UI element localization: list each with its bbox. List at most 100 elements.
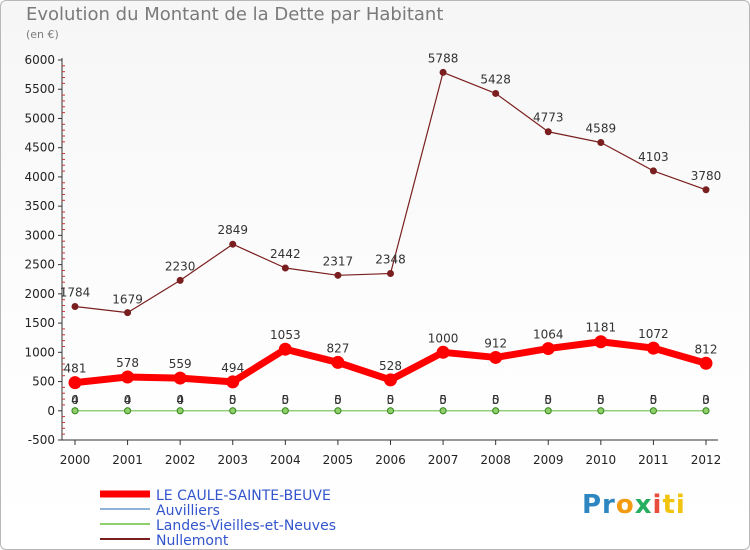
data-label: 0 (282, 393, 290, 407)
data-point (121, 370, 135, 384)
y-tick-label: -500 (28, 433, 55, 447)
data-label: 4773 (533, 111, 564, 125)
data-label: 5 (597, 393, 605, 407)
data-point (68, 376, 82, 390)
data-label: 0 (492, 393, 500, 407)
y-tick-label: 4500 (24, 141, 55, 155)
data-label: 812 (695, 342, 718, 356)
data-label: 827 (326, 341, 349, 355)
data-point (489, 350, 503, 364)
y-tick-label: 2500 (24, 258, 55, 272)
y-tick-label: 1500 (24, 316, 55, 330)
data-point (124, 407, 132, 415)
data-label: 559 (169, 357, 192, 371)
data-point (702, 186, 710, 194)
data-point (281, 407, 289, 415)
x-tick-label: 2006 (375, 453, 406, 467)
data-label: 1072 (638, 327, 669, 341)
x-tick-label: 2003 (217, 453, 248, 467)
data-label: 0 (124, 393, 132, 407)
data-label: 1064 (533, 328, 564, 342)
x-tick-label: 2000 (60, 453, 91, 467)
logo-part-5: ti (662, 490, 686, 520)
data-point (439, 68, 447, 76)
data-point (492, 89, 500, 97)
y-tick-label: 5500 (24, 82, 55, 96)
data-label: 0 (544, 393, 552, 407)
data-point (436, 345, 450, 359)
data-point (699, 356, 713, 370)
data-label: 4103 (638, 150, 669, 164)
data-point (173, 371, 187, 385)
data-point (71, 302, 79, 310)
unit-label: (en €) (26, 28, 59, 41)
data-point (544, 128, 552, 136)
data-point (226, 375, 240, 389)
data-label: 3780 (691, 169, 722, 183)
data-label: 4 (176, 393, 184, 407)
data-label: 2317 (323, 254, 354, 268)
data-label: 5 (229, 393, 237, 407)
data-point (387, 407, 394, 415)
data-label: 2348 (375, 253, 406, 267)
data-label: 0 (702, 393, 710, 407)
data-label: 5 (387, 393, 395, 407)
y-tick-label: 0 (47, 404, 55, 418)
data-label: 0 (71, 393, 79, 407)
x-tick-label: 2001 (112, 453, 143, 467)
legend-label: Auvilliers (156, 503, 220, 519)
y-tick-label: 3000 (24, 228, 55, 242)
data-label: 5 (650, 393, 658, 407)
data-point (71, 407, 79, 415)
x-tick-label: 2005 (323, 453, 354, 467)
data-label: 0 (334, 393, 342, 407)
x-tick-label: 2008 (480, 453, 511, 467)
data-label: 5428 (480, 72, 511, 86)
y-tick-label: 5000 (24, 111, 55, 125)
data-point (544, 407, 552, 415)
x-tick-label: 2004 (270, 453, 301, 467)
logo-part-1: Pr (582, 490, 616, 520)
data-point (334, 407, 342, 415)
data-point (176, 276, 184, 284)
data-point (649, 407, 657, 415)
data-point (597, 407, 605, 415)
chart-title: Evolution du Montant de la Dette par Hab… (26, 4, 444, 25)
data-label: 5 (492, 393, 500, 407)
data-label: 5 (334, 393, 342, 407)
data-point (334, 271, 342, 279)
data-point (646, 341, 660, 355)
data-point (176, 407, 184, 415)
y-tick-label: 3500 (24, 199, 55, 213)
data-label: 5 (439, 393, 447, 407)
data-label: 1181 (586, 321, 617, 335)
x-tick-label: 2002 (165, 453, 196, 467)
x-tick-label: 2007 (428, 453, 459, 467)
data-point (229, 240, 237, 248)
legend-label: Landes-Vieilles-et-Neuves (156, 518, 336, 534)
data-label: 2849 (217, 223, 248, 237)
data-label: 2230 (165, 259, 196, 273)
data-point (492, 407, 500, 415)
proxiti-logo: Proxiti (582, 490, 686, 520)
legend-label: Nullemont (156, 533, 229, 549)
data-label: 1000 (428, 331, 459, 345)
data-label: 4589 (586, 121, 617, 135)
x-tick-label: 2012 (691, 453, 722, 467)
data-label: 494 (221, 361, 244, 375)
data-label: 1784 (60, 285, 91, 299)
x-tick-label: 2009 (533, 453, 564, 467)
data-label: 4 (71, 393, 79, 407)
data-point (387, 270, 394, 278)
logo-part-4: i (652, 490, 663, 520)
x-tick-label: 2010 (586, 453, 617, 467)
data-label: 912 (484, 336, 507, 350)
data-point (331, 355, 345, 369)
data-label: 1679 (112, 293, 143, 307)
data-label: 0 (439, 393, 447, 407)
data-point (649, 167, 657, 175)
data-label: 2442 (270, 247, 301, 261)
data-point (278, 342, 292, 356)
data-label: 0 (387, 393, 395, 407)
